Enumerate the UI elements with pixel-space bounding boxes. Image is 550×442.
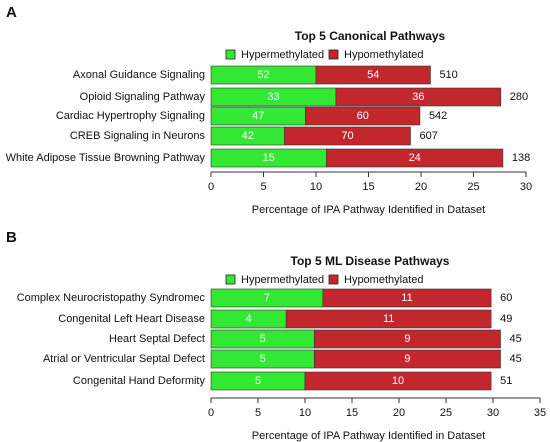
x-axis-label: Percentage of IPA Pathway Identified in … bbox=[252, 204, 485, 216]
panel-label: A bbox=[6, 4, 17, 21]
total-label: 51 bbox=[500, 375, 512, 387]
y-tick-label: Axonal Guidance Signaling bbox=[73, 69, 205, 81]
x-tick-label: 5 bbox=[255, 407, 261, 419]
total-label: 138 bbox=[512, 152, 530, 164]
segment-count: 33 bbox=[267, 91, 279, 103]
segment-count: 11 bbox=[383, 313, 394, 325]
legend-swatch bbox=[328, 274, 339, 285]
y-tick-label: Opioid Signaling Pathway bbox=[80, 91, 206, 103]
segment-count: 5 bbox=[260, 353, 266, 365]
y-tick-label: Congenital Left Heart Disease bbox=[58, 313, 205, 325]
bar-segment bbox=[284, 126, 411, 146]
bar-segment bbox=[335, 87, 502, 107]
bar-segment bbox=[326, 148, 504, 168]
bar-segment bbox=[314, 329, 501, 349]
total-label: 49 bbox=[500, 313, 512, 325]
bar-segment bbox=[285, 309, 492, 329]
x-tick-label: 20 bbox=[415, 181, 427, 193]
bar-segment bbox=[314, 349, 501, 369]
segment-count: 11 bbox=[401, 292, 412, 304]
bar-segment bbox=[305, 106, 421, 126]
segment-count: 15 bbox=[263, 152, 275, 164]
segment-count: 42 bbox=[242, 130, 254, 142]
y-tick-label: Atrial or Ventricular Septal Defect bbox=[43, 353, 205, 365]
bar-segment bbox=[315, 65, 431, 85]
x-tick-label: 25 bbox=[440, 407, 452, 419]
total-label: 280 bbox=[510, 91, 528, 103]
total-label: 542 bbox=[429, 110, 447, 122]
total-label: 45 bbox=[510, 353, 522, 365]
segment-count: 24 bbox=[409, 152, 421, 164]
legend-label: Hypomethylated bbox=[344, 274, 424, 286]
segment-count: 60 bbox=[357, 110, 369, 122]
bar-segment bbox=[322, 288, 492, 308]
legend-label: Hypomethylated bbox=[344, 49, 424, 61]
total-label: 607 bbox=[420, 130, 438, 142]
x-tick-label: 0 bbox=[208, 407, 214, 419]
legend-label: Hypermethylated bbox=[241, 49, 324, 61]
x-tick-label: 10 bbox=[310, 181, 322, 193]
segment-count: 10 bbox=[392, 375, 404, 387]
y-tick-label: White Adipose Tissue Browning Pathway bbox=[6, 152, 206, 164]
y-tick-label: Congenital Hand Deformity bbox=[73, 375, 206, 387]
segment-count: 52 bbox=[257, 69, 269, 81]
legend-label: Hypermethylated bbox=[241, 274, 324, 286]
segment-count: 4 bbox=[246, 313, 252, 325]
x-tick-label: 5 bbox=[260, 181, 266, 193]
segment-count: 5 bbox=[255, 375, 261, 387]
segment-count: 70 bbox=[341, 130, 353, 142]
segment-count: 5 bbox=[260, 333, 266, 345]
y-tick-label: Cardiac Hypertrophy Signaling bbox=[56, 110, 205, 122]
segment-count: 7 bbox=[264, 292, 270, 304]
x-tick-label: 35 bbox=[534, 407, 546, 419]
x-tick-label: 30 bbox=[487, 407, 499, 419]
segment-count: 9 bbox=[404, 333, 410, 345]
legend-swatch bbox=[328, 49, 339, 60]
legend-swatch bbox=[225, 49, 236, 60]
segment-count: 54 bbox=[367, 69, 379, 81]
total-label: 45 bbox=[510, 333, 522, 345]
x-tick-label: 15 bbox=[362, 181, 374, 193]
total-label: 60 bbox=[500, 292, 512, 304]
total-label: 510 bbox=[439, 69, 457, 81]
chart-title: Top 5 ML Disease Pathways bbox=[291, 254, 450, 268]
x-tick-label: 10 bbox=[299, 407, 311, 419]
y-tick-label: CREB Signaling in Neurons bbox=[70, 130, 206, 142]
chart-title: Top 5 Canonical Pathways bbox=[295, 29, 446, 43]
panel-label: B bbox=[6, 229, 17, 246]
bar-segment bbox=[304, 371, 492, 391]
x-tick-label: 25 bbox=[467, 181, 479, 193]
legend-swatch bbox=[225, 274, 236, 285]
x-tick-label: 20 bbox=[393, 407, 405, 419]
x-tick-label: 30 bbox=[520, 181, 532, 193]
x-tick-label: 0 bbox=[208, 181, 214, 193]
x-tick-label: 15 bbox=[346, 407, 358, 419]
segment-count: 47 bbox=[252, 110, 264, 122]
segment-count: 36 bbox=[412, 91, 424, 103]
y-tick-label: Complex Neurocristopathy Syndromec bbox=[17, 292, 206, 304]
y-tick-label: Heart Septal Defect bbox=[109, 333, 205, 345]
segment-count: 9 bbox=[404, 353, 410, 365]
x-axis-label: Percentage of IPA Pathway Identified in … bbox=[252, 430, 485, 442]
